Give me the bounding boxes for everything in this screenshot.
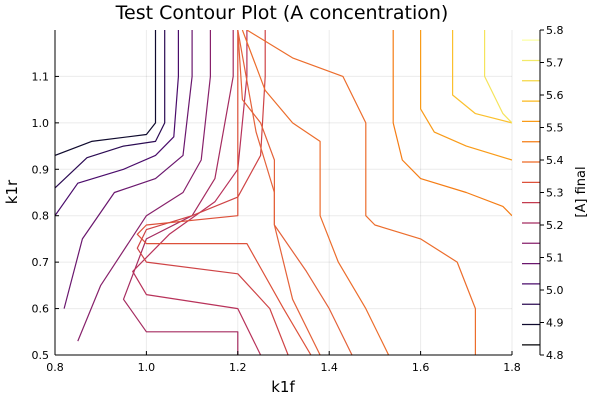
x-tick-label: 1.2 [229, 361, 247, 374]
y-tick-label: 0.6 [32, 303, 50, 316]
colorbar-tick-label: 4.8 [546, 349, 564, 362]
y-tick-label: 0.7 [32, 256, 50, 269]
contour-line [420, 30, 512, 161]
x-axis-label: k1f [271, 378, 295, 396]
contour-lines [55, 30, 512, 355]
colorbar-tick-label: 4.9 [546, 317, 564, 330]
colorbar-tick-label: 5.6 [546, 89, 564, 102]
colorbar-tick-label: 5.4 [546, 154, 564, 167]
colorbar-tick-label: 5.8 [546, 24, 564, 37]
colorbar-tick-label: 5.0 [546, 284, 564, 297]
contour-line [484, 30, 512, 124]
colorbar-tick-label: 5.3 [546, 187, 564, 200]
x-tick-label: 1.4 [320, 361, 338, 374]
y-ticks: 0.5 0.6 0.7 0.8 0.9 1.0 1.1 [32, 70, 59, 362]
contour-line [241, 30, 390, 355]
colorbar-tick-label: 5.2 [546, 219, 564, 232]
contour-line [55, 30, 179, 217]
contour-line [237, 30, 353, 355]
x-tick-label: 0.8 [46, 361, 64, 374]
contour-line [136, 30, 312, 355]
contour-line [136, 30, 289, 355]
contour-line [63, 30, 193, 309]
y-tick-label: 0.5 [32, 349, 50, 362]
contour-line [132, 30, 262, 355]
colorbar-label: [A] final [574, 166, 589, 217]
contour-line [55, 30, 157, 156]
y-axis-label: k1r [3, 179, 21, 204]
contour-line [246, 30, 476, 355]
x-tick-label: 1.6 [412, 361, 430, 374]
y-tick-label: 1.1 [32, 70, 50, 83]
y-tick-label: 1.0 [32, 117, 50, 130]
chart-title: Test Contour Plot (A concentration) [115, 2, 449, 24]
grid [54, 30, 513, 356]
colorbar: 4.8 4.9 5.0 5.1 5.2 5.3 5.4 5.5 5.6 5.7 5.8 [522, 24, 564, 362]
y-tick-label: 0.9 [32, 163, 50, 176]
colorbar-tick-label: 5.5 [546, 122, 564, 135]
x-tick-label: 1.8 [503, 361, 521, 374]
contour-line [392, 30, 512, 217]
y-tick-label: 0.8 [32, 210, 50, 223]
contour-line [452, 30, 512, 124]
colorbar-tick-label: 5.1 [546, 252, 564, 265]
colorbar-tick-label: 5.7 [546, 57, 564, 70]
x-tick-label: 1.0 [138, 361, 156, 374]
contour-line [237, 30, 321, 355]
contour-line [77, 30, 211, 342]
x-ticks: 0.8 1.0 1.2 1.4 1.6 1.8 [46, 351, 521, 374]
contour-line [55, 30, 166, 189]
contour-line [122, 30, 239, 355]
